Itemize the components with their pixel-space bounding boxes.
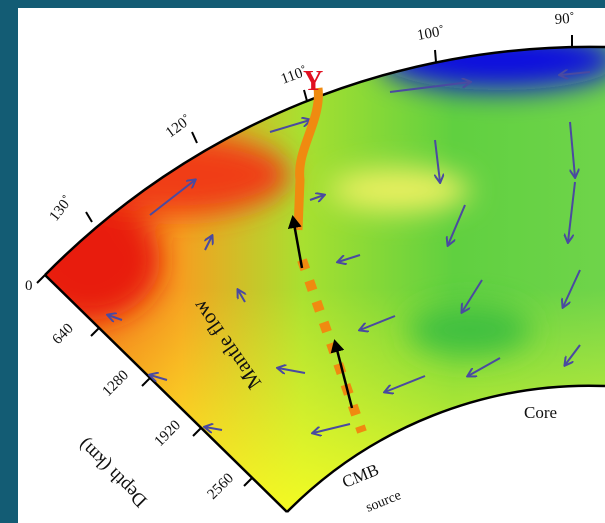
core-label: Core: [524, 403, 557, 422]
green-patch: [410, 305, 530, 355]
degree-tick: [435, 50, 436, 62]
page: 130˚120˚110˚100˚90˚0640128019202560Depth…: [0, 0, 605, 523]
plume-label: Y: [303, 66, 323, 97]
depth-label: 0: [25, 278, 33, 294]
pale-patch: [330, 168, 470, 212]
degree-label: 90˚: [554, 11, 575, 28]
figure: 130˚120˚110˚100˚90˚0640128019202560Depth…: [0, 0, 605, 523]
